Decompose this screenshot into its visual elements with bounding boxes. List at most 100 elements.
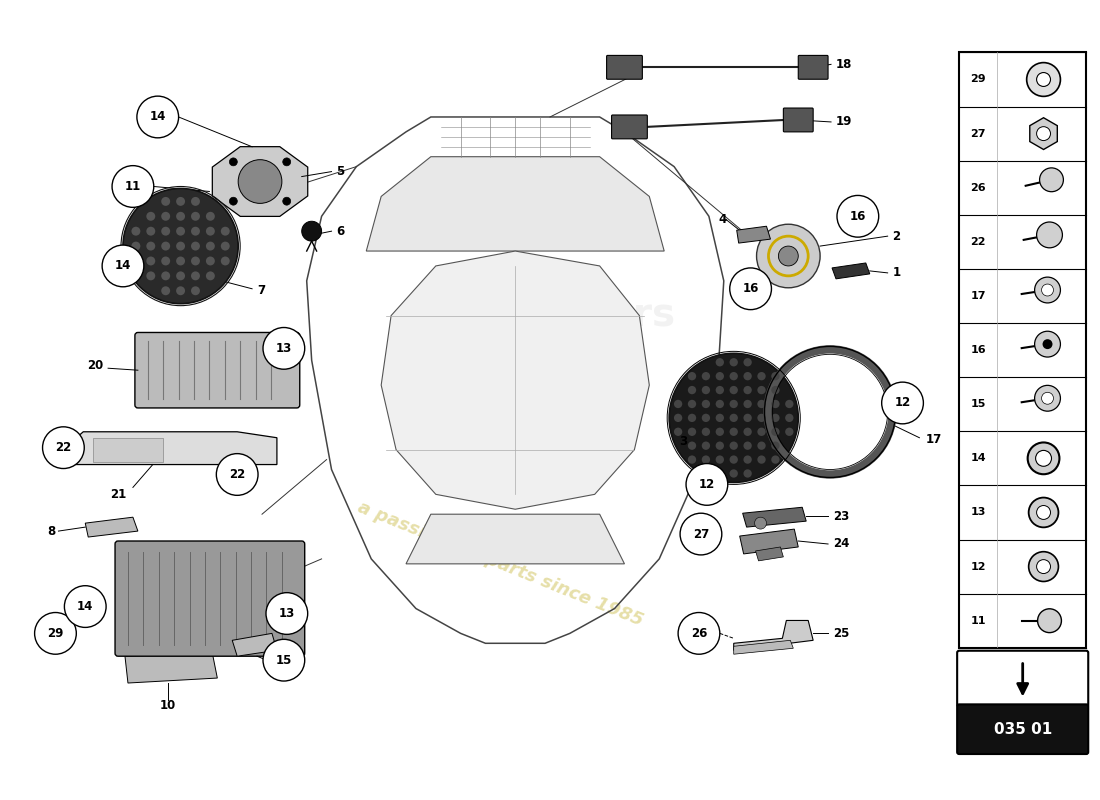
Circle shape (206, 271, 214, 280)
Text: 22: 22 (970, 237, 986, 247)
Text: 29: 29 (970, 74, 986, 85)
Circle shape (716, 455, 724, 464)
Circle shape (1035, 450, 1052, 466)
Circle shape (757, 428, 766, 436)
Circle shape (221, 226, 230, 236)
Circle shape (757, 400, 766, 408)
Text: eurocars: eurocars (484, 297, 675, 334)
Polygon shape (756, 547, 783, 561)
Circle shape (206, 226, 214, 236)
Text: 25: 25 (833, 627, 849, 640)
Circle shape (744, 386, 751, 394)
Polygon shape (739, 529, 799, 554)
Circle shape (771, 414, 780, 422)
FancyBboxPatch shape (783, 108, 813, 132)
Circle shape (1037, 609, 1062, 633)
Polygon shape (734, 640, 793, 654)
Circle shape (688, 455, 696, 464)
Circle shape (729, 470, 738, 478)
Text: 11: 11 (970, 616, 986, 626)
Circle shape (716, 358, 724, 366)
Circle shape (136, 96, 178, 138)
Circle shape (757, 372, 766, 380)
Text: 16: 16 (849, 210, 866, 222)
Circle shape (686, 463, 728, 506)
Text: 29: 29 (47, 627, 64, 640)
Text: 6: 6 (337, 225, 344, 238)
Circle shape (112, 166, 154, 207)
Text: 11: 11 (124, 180, 141, 193)
Polygon shape (94, 438, 163, 462)
Text: 16: 16 (970, 345, 986, 355)
Polygon shape (212, 146, 308, 216)
Circle shape (176, 271, 185, 280)
Text: 2: 2 (892, 230, 901, 242)
Circle shape (191, 257, 200, 266)
Circle shape (771, 400, 780, 408)
Text: 18: 18 (836, 58, 852, 71)
Circle shape (162, 242, 170, 250)
Circle shape (771, 372, 780, 380)
Circle shape (176, 242, 185, 250)
Circle shape (34, 613, 76, 654)
Text: 9: 9 (279, 660, 288, 673)
Circle shape (217, 454, 258, 495)
Circle shape (729, 455, 738, 464)
Circle shape (239, 160, 282, 203)
Circle shape (146, 226, 155, 236)
Circle shape (688, 386, 696, 394)
Text: 27: 27 (693, 527, 710, 541)
Polygon shape (382, 251, 649, 510)
Circle shape (1028, 552, 1058, 582)
Circle shape (702, 372, 711, 380)
Circle shape (674, 428, 682, 436)
Text: 13: 13 (970, 507, 986, 518)
Text: 8: 8 (47, 525, 55, 538)
Circle shape (744, 455, 751, 464)
Circle shape (729, 268, 771, 310)
Circle shape (757, 414, 766, 422)
Circle shape (176, 286, 185, 295)
Circle shape (729, 414, 738, 422)
Polygon shape (125, 654, 218, 683)
Circle shape (702, 442, 711, 450)
Text: 22: 22 (229, 468, 245, 481)
Circle shape (1036, 560, 1050, 574)
Circle shape (146, 271, 155, 280)
Circle shape (702, 455, 711, 464)
Circle shape (162, 257, 170, 266)
Text: 14: 14 (77, 600, 94, 613)
FancyBboxPatch shape (116, 541, 305, 656)
Circle shape (771, 386, 780, 394)
Text: 24: 24 (833, 538, 849, 550)
Circle shape (757, 455, 766, 464)
Text: 035 01: 035 01 (993, 722, 1052, 737)
Circle shape (882, 382, 923, 424)
Circle shape (680, 514, 722, 555)
Circle shape (221, 242, 230, 250)
Polygon shape (366, 157, 664, 251)
Text: 12: 12 (970, 562, 986, 571)
Circle shape (191, 226, 200, 236)
Polygon shape (734, 621, 813, 650)
FancyBboxPatch shape (957, 704, 1088, 754)
Circle shape (102, 245, 144, 286)
Circle shape (162, 226, 170, 236)
Circle shape (43, 427, 85, 469)
Text: 12: 12 (894, 397, 911, 410)
Circle shape (131, 242, 141, 250)
Text: 15: 15 (276, 654, 292, 666)
Circle shape (263, 639, 305, 681)
Circle shape (674, 400, 682, 408)
Circle shape (716, 442, 724, 450)
Circle shape (1027, 442, 1059, 474)
Circle shape (176, 212, 185, 221)
Text: 10: 10 (160, 699, 176, 712)
Text: 13: 13 (278, 607, 295, 620)
Text: 3: 3 (679, 435, 688, 448)
Circle shape (744, 400, 751, 408)
Circle shape (65, 586, 106, 627)
Text: 26: 26 (970, 182, 986, 193)
Circle shape (729, 358, 738, 366)
Circle shape (1036, 506, 1050, 519)
